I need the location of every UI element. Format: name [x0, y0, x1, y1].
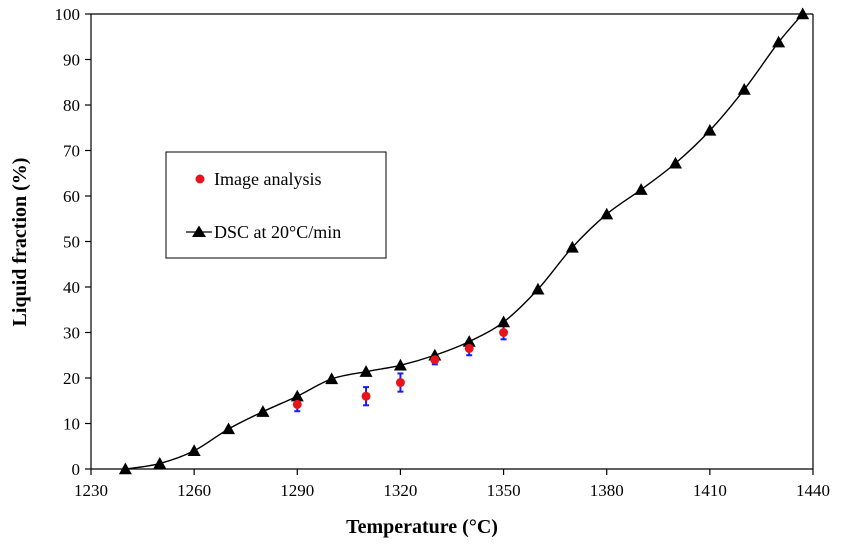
image-analysis-point: [464, 343, 474, 353]
image-analysis-point: [361, 391, 371, 401]
dsc-point: [359, 365, 373, 377]
dsc-point: [393, 358, 407, 371]
y-tick-label: 70: [63, 142, 80, 161]
y-tick-label: 20: [63, 369, 80, 388]
legend-image-analysis-label: Image analysis: [214, 169, 321, 189]
y-tick-label: 60: [63, 187, 80, 206]
plot-frame: [90, 13, 814, 470]
dsc-point: [325, 372, 339, 385]
dsc-point: [153, 457, 167, 469]
image-analysis-point: [499, 328, 509, 337]
dsc-point: [565, 240, 579, 253]
dsc-point: [462, 335, 476, 347]
y-tick-label: 30: [63, 324, 80, 343]
series-layer: [118, 7, 810, 475]
x-tick-label: 1440: [796, 481, 830, 500]
dsc-point: [531, 282, 545, 295]
dsc-point: [187, 444, 201, 456]
x-tick-label: 1260: [177, 481, 211, 500]
y-tick-label: 0: [72, 460, 81, 479]
x-tick-label: 1320: [383, 481, 417, 500]
legend: Image analysis DSC at 20°C/min: [165, 151, 387, 259]
y-tick-label: 100: [55, 5, 81, 24]
y-tick-label: 10: [63, 415, 80, 434]
dsc-point: [796, 7, 810, 20]
x-tick-label: 1290: [280, 481, 314, 500]
image-analysis-point: [395, 378, 405, 388]
y-tick-label: 40: [63, 278, 80, 297]
dsc-point: [256, 405, 270, 417]
dsc-point: [634, 183, 648, 195]
x-tick-group: 1230 1260 1290 1320 1350 1380 1410 1440: [74, 469, 830, 500]
y-tick-group: 0 10 20 30 40 50 60 70 80 90 100: [55, 5, 91, 479]
y-axis-title: Liquid fraction (%): [9, 158, 31, 327]
y-tick-label: 50: [63, 233, 80, 252]
dsc-point: [668, 156, 682, 169]
dsc-point: [118, 462, 132, 475]
legend-image-analysis-marker: [195, 174, 205, 184]
dsc-point: [497, 315, 511, 328]
legend-dsc-marker: [192, 225, 206, 237]
image-analysis-point: [292, 399, 302, 409]
dsc-point: [703, 123, 717, 136]
dsc-point: [772, 35, 786, 48]
y-tick-label: 80: [63, 96, 80, 115]
dsc-point: [290, 389, 304, 402]
dsc-point: [222, 422, 236, 435]
x-axis-title: Temperature (°C): [346, 516, 498, 538]
dsc-point: [737, 83, 751, 95]
y-tick-label: 90: [63, 51, 80, 70]
x-tick-label: 1410: [693, 481, 727, 500]
image-analysis-point: [430, 355, 440, 365]
x-tick-label: 1380: [590, 481, 624, 500]
dsc-point: [600, 207, 614, 220]
x-tick-label: 1350: [487, 481, 521, 500]
legend-dsc-label: DSC at 20°C/min: [214, 222, 341, 242]
x-tick-label: 1230: [74, 481, 108, 500]
legend-box: [165, 151, 387, 259]
